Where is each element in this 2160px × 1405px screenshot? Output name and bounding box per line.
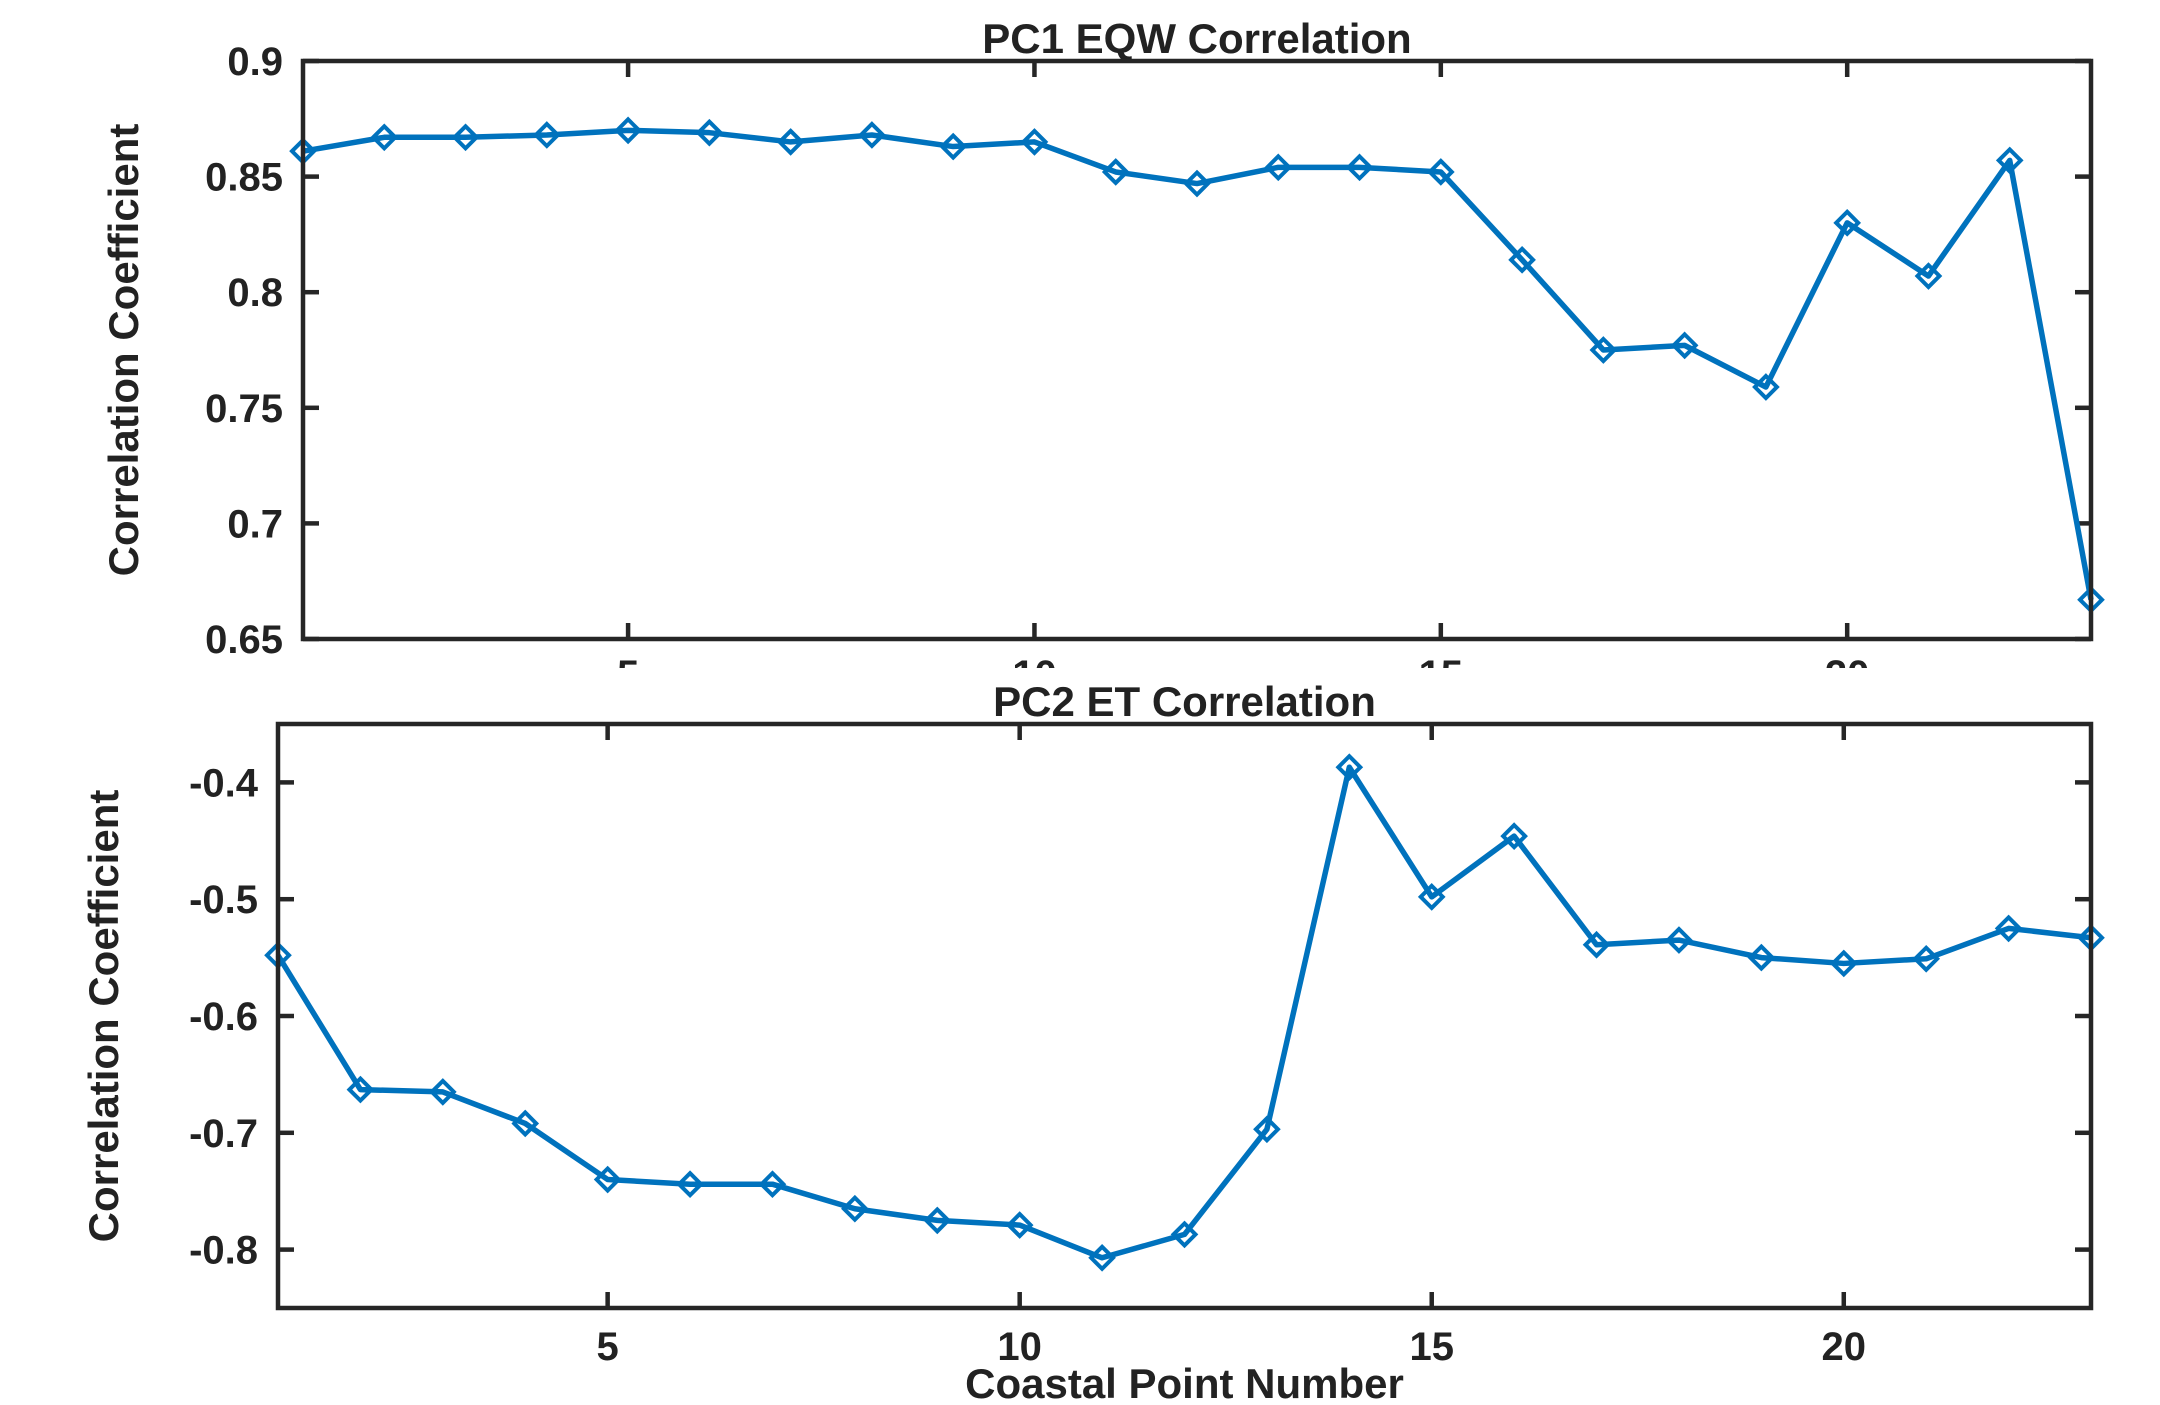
pc1-eqw-x-tick-label: 15 <box>1419 653 1464 697</box>
pc2-et-data-point <box>1747 943 1776 972</box>
pc2-et-series-line <box>275 764 2092 1261</box>
pc1-eqw-x-tick-label: 5 <box>617 653 639 697</box>
pc2-et-data-point <box>923 1206 952 1235</box>
pc2-et-y-tick-label: -0.6 <box>189 995 258 1039</box>
pc2-et-y-tick-label: -0.5 <box>189 878 258 922</box>
pc1-eqw-x-tick-label: 10 <box>1012 653 1057 697</box>
pc1-eqw-data-point <box>1508 246 1536 274</box>
pc2-et-y-axis-label: Correlation Coefficient <box>80 790 127 1243</box>
pc2-et-data-point <box>511 1109 540 1138</box>
pc2-et-data-point <box>841 1194 869 1223</box>
pc1-eqw-data-point <box>939 132 968 161</box>
pc2-et-data-point <box>346 1075 375 1104</box>
pc2-et-data-point <box>1500 822 1528 850</box>
pc1-eqw-y-tick-label: 0.7 <box>227 502 283 546</box>
pc1-eqw-y-tick-label: 0.8 <box>227 271 283 315</box>
pc2-et-data-point <box>1829 949 1858 978</box>
pc1-eqw-y-tick-label: 0.9 <box>227 40 283 84</box>
pc1-eqw-data-point <box>1589 336 1618 364</box>
pc2-et-data-point <box>1417 883 1446 911</box>
pc2-et-data-point <box>758 1170 787 1199</box>
pc1-eqw-data-point <box>614 116 642 145</box>
pc2-et-y-tick-label: -0.7 <box>189 1112 258 1156</box>
pc1-eqw-x-ticks: 5 10 15 20 <box>617 653 1870 697</box>
pc1-eqw-panel: PC1 EQW Correlation Correlation Coeffici… <box>100 15 2105 697</box>
pc1-eqw-y-tick-label: 0.75 <box>205 387 283 431</box>
pc2-et-x-tick-label: 15 <box>1409 1325 1454 1369</box>
pc2-et-data-point <box>593 1165 622 1194</box>
pc1-eqw-data-point <box>1426 158 1455 186</box>
pc2-et-axes-frame <box>275 721 2094 1311</box>
pc1-eqw-data-point <box>1670 331 1699 360</box>
pc1-eqw-y-tick-label: 0.65 <box>205 618 283 662</box>
pc2-et-y-tick-label: -0.4 <box>189 761 259 805</box>
pc1-eqw-data-point <box>370 123 399 152</box>
pc2-et-x-tick-label: 20 <box>1822 1325 1867 1369</box>
pc2-et-data-point <box>1170 1220 1199 1249</box>
pc1-eqw-y-axis-label: Correlation Coefficient <box>100 124 147 577</box>
pc2-et-data-point <box>1335 753 1364 782</box>
pc1-eqw-data-point <box>1183 169 1211 198</box>
pc2-et-panel: PC2 ET Correlation Correlation Coefficie… <box>80 678 2105 1405</box>
pc2-et-data-point <box>1253 1115 1281 1144</box>
pc2-et-data-point <box>1912 944 1941 973</box>
pc1-eqw-data-point <box>451 123 480 152</box>
pc1-eqw-data-point <box>695 118 724 147</box>
pc1-eqw-data-point <box>776 128 805 156</box>
pc1-eqw-data-point <box>1995 146 2024 175</box>
pc1-eqw-title: PC1 EQW Correlation <box>982 15 1411 62</box>
pc2-et-y-tick-label: -0.8 <box>189 1229 258 1273</box>
pc1-eqw-x-tick-label: 20 <box>1825 653 1870 697</box>
pc1-eqw-series-line <box>302 127 2094 601</box>
pc2-et-x-tick-label: 10 <box>997 1325 1042 1369</box>
pc1-eqw-data-point <box>1914 262 1943 290</box>
pc2-et-data-point <box>1665 926 1693 954</box>
pc2-et-data-point <box>1582 930 1611 959</box>
pc2-et-data-point <box>428 1078 457 1106</box>
pc1-eqw-y-tick-label: 0.85 <box>205 156 283 200</box>
pc2-et-title: PC2 ET Correlation <box>993 678 1376 725</box>
pc2-et-x-tick-label: 5 <box>597 1325 619 1369</box>
pc2-et-data-point <box>1994 914 2023 943</box>
pc1-eqw-data-point <box>532 121 561 149</box>
pc1-eqw-data-point <box>858 121 886 149</box>
pc1-eqw-data-point <box>1020 128 1049 156</box>
pc1-eqw-data-point <box>1101 158 1130 186</box>
pc2-et-data-point <box>1005 1211 1034 1239</box>
pc2-et-data-point <box>676 1170 704 1199</box>
pc1-eqw-data-point <box>1752 373 1780 401</box>
pc1-eqw-data-point <box>1264 153 1293 182</box>
pc2-et-data-point <box>1088 1243 1116 1272</box>
pc1-eqw-axes-frame <box>300 58 2094 642</box>
pc2-et-x-axis-label: Coastal Point Number <box>965 1360 1404 1405</box>
pc2-et-x-ticks: 5 10 15 20 <box>597 1325 1867 1369</box>
pc1-eqw-data-point <box>1833 209 1862 237</box>
pc1-eqw-data-point <box>1345 153 1374 182</box>
